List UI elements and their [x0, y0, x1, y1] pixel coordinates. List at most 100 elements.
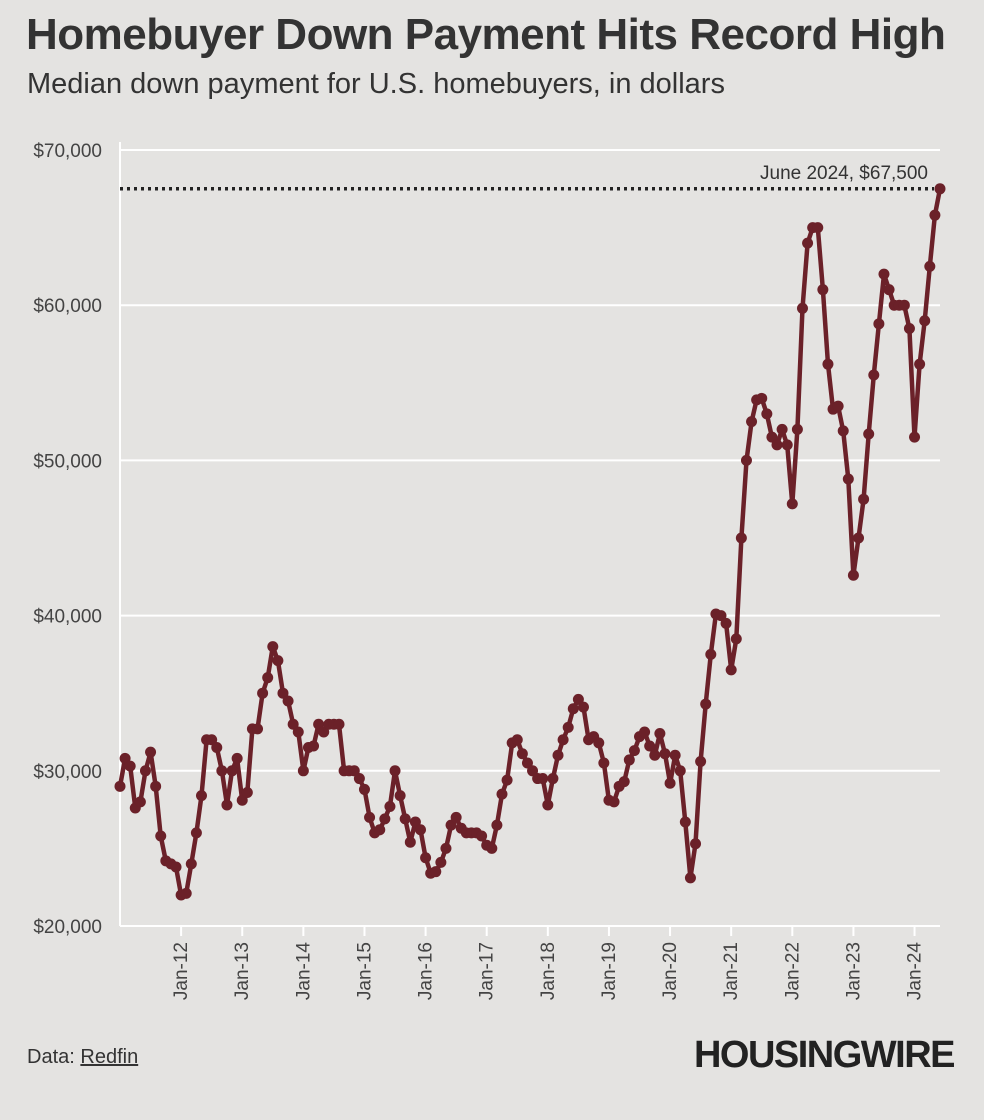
data-point — [817, 284, 829, 296]
data-point — [572, 693, 584, 705]
data-point — [257, 687, 269, 699]
data-point — [618, 776, 630, 788]
data-point — [185, 858, 197, 870]
data-point — [287, 718, 299, 730]
data-point — [761, 408, 773, 420]
x-tick-label: Jan-21 — [721, 942, 742, 1000]
data-point — [730, 633, 742, 645]
data-point — [628, 745, 640, 757]
data-point — [241, 787, 253, 799]
data-point — [221, 799, 233, 811]
data-point — [929, 209, 941, 221]
series-group — [114, 183, 946, 901]
data-point — [832, 400, 844, 412]
data-point — [486, 842, 498, 854]
data-point — [318, 726, 330, 738]
x-tick-label: Jan-12 — [171, 942, 192, 1000]
data-point — [155, 830, 167, 842]
data-point — [639, 726, 651, 738]
data-point — [919, 315, 931, 327]
chart-title: Homebuyer Down Payment Hits Record High — [26, 10, 946, 59]
x-tick-label: Jan-18 — [538, 942, 559, 1000]
data-point — [608, 796, 620, 808]
data-point — [766, 431, 778, 443]
y-tick-label: $30,000 — [33, 762, 102, 783]
data-point — [898, 299, 910, 311]
series-line — [117, 186, 943, 898]
data-point — [353, 773, 365, 785]
data-point — [735, 532, 747, 544]
data-point — [740, 454, 752, 466]
data-point — [516, 748, 528, 760]
data-point — [297, 765, 309, 777]
source-link[interactable]: Redfin — [80, 1046, 139, 1068]
data-point — [812, 222, 824, 234]
data-point — [236, 794, 248, 806]
data-point — [231, 752, 243, 764]
data-point — [700, 698, 712, 710]
data-point — [496, 788, 508, 800]
data-point — [313, 718, 325, 730]
data-point — [358, 783, 370, 795]
data-point — [527, 765, 539, 777]
data-point — [552, 749, 564, 761]
x-tick-label: Jan-24 — [905, 942, 926, 1001]
data-point — [211, 742, 223, 754]
data-point — [180, 887, 192, 899]
data-point — [521, 757, 533, 769]
x-tick-label: Jan-23 — [843, 942, 864, 1000]
data-point — [909, 431, 921, 443]
data-point — [720, 617, 732, 629]
data-point — [364, 811, 376, 823]
data-point — [389, 765, 401, 777]
data-point — [435, 856, 447, 868]
x-tick-label: Jan-13 — [232, 942, 253, 1000]
x-tick-label: Jan-17 — [477, 942, 498, 1000]
data-point — [684, 872, 696, 884]
data-point — [786, 498, 798, 510]
data-point — [562, 721, 574, 733]
data-point — [267, 641, 279, 653]
data-point — [756, 392, 768, 404]
data-point — [664, 777, 676, 789]
data-point — [796, 302, 808, 314]
data-point — [277, 687, 289, 699]
data-point — [308, 740, 320, 752]
data-point — [348, 765, 360, 777]
data-point — [853, 532, 865, 544]
data-source: Data: Redfin — [27, 1046, 138, 1069]
data-point — [190, 827, 202, 839]
data-point — [139, 765, 151, 777]
annotation-label: June 2024, $67,500 — [760, 163, 928, 184]
data-point — [379, 813, 391, 825]
data-point — [374, 824, 386, 836]
x-tick-label: Jan-19 — [599, 942, 620, 1000]
data-point — [557, 734, 569, 746]
data-point — [440, 842, 452, 854]
data-point — [216, 765, 228, 777]
data-point — [384, 800, 396, 812]
data-point — [725, 664, 737, 676]
data-point — [715, 610, 727, 622]
y-tick-label: $70,000 — [33, 141, 102, 162]
data-point — [644, 740, 656, 752]
data-point — [542, 799, 554, 811]
data-point — [272, 655, 284, 667]
source-label: Data: — [27, 1046, 75, 1068]
data-point — [567, 703, 579, 715]
data-point — [924, 260, 936, 272]
data-point — [858, 493, 870, 505]
data-point — [873, 318, 885, 330]
data-point — [252, 723, 264, 735]
data-point — [781, 439, 793, 451]
data-point — [863, 428, 875, 440]
data-point — [690, 838, 702, 850]
data-point — [842, 473, 854, 485]
data-point — [445, 819, 457, 831]
data-point — [394, 790, 406, 802]
housingwire-logo: HOUSINGWIRE — [693, 1034, 956, 1076]
data-point — [333, 718, 345, 730]
data-point — [404, 836, 416, 848]
data-point — [134, 796, 146, 808]
gridlines — [120, 149, 940, 927]
